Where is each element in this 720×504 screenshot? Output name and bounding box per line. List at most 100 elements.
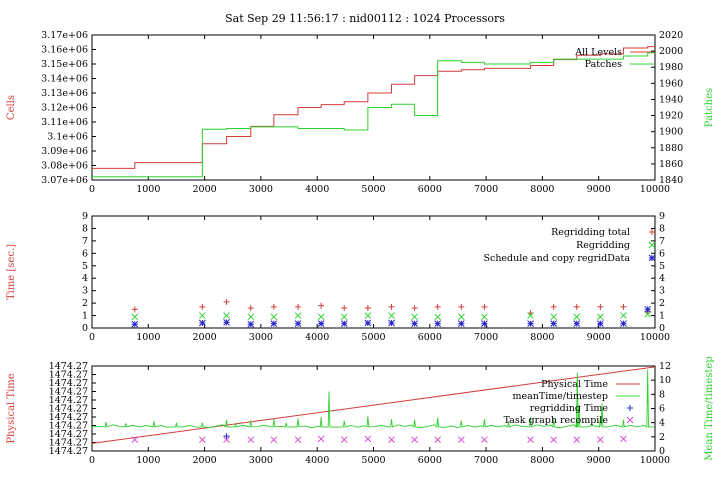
legend-label: Task graph recompile: [504, 415, 609, 426]
x-tick-label: 0: [89, 455, 95, 466]
chart-panel-2: 0 1000 2000 3000 4000 5000 6000 7000 8000 9000 100…: [6, 211, 670, 343]
data-point: [317, 320, 325, 327]
data-point: [270, 313, 278, 321]
data-point: [340, 320, 348, 327]
data-point: [573, 436, 581, 444]
data-point: [458, 303, 465, 310]
data-point: [388, 319, 395, 327]
y2-tick-label: 1880: [659, 143, 683, 154]
y2-tick-label: 0: [659, 446, 665, 457]
y-tick-label: 3.14e+06: [41, 74, 88, 85]
y2-tick-label: 10: [659, 375, 671, 386]
y2-tick-label: 4: [659, 418, 665, 429]
y-tick-label: 1474.27: [49, 395, 88, 406]
y2-tick-label: 12: [659, 361, 671, 372]
y2-tick-label: 0: [659, 323, 665, 334]
y2-axis-label: Patches: [704, 88, 715, 127]
y-tick-label: 1474.27: [49, 361, 88, 372]
data-point: [270, 436, 278, 444]
data-point: [527, 436, 534, 444]
x-tick-label: 3000: [249, 332, 273, 343]
y-tick-label: 6: [82, 248, 88, 259]
x-tick-label: 6000: [418, 455, 442, 466]
data-point: [199, 303, 206, 310]
y-tick-label: 1474.27: [49, 412, 88, 423]
data-point: [364, 435, 372, 443]
legend-marker: [649, 229, 655, 235]
legend-label: regridding Time: [530, 403, 609, 414]
y2-tick-label: 2000: [659, 46, 683, 57]
data-point: [550, 436, 558, 444]
chart-panels: 0 1000 2000 3000 4000 5000 6000 7000 8000 9000 100…: [6, 30, 715, 466]
x-tick-label: 9000: [587, 184, 611, 195]
y-tick-label: 8: [82, 223, 88, 234]
data-point: [247, 320, 255, 328]
data-point: [597, 436, 604, 444]
x-tick-label: 5000: [361, 455, 385, 466]
data-point: [223, 433, 230, 440]
y-tick-label: 1474.27: [49, 370, 88, 381]
y-tick-label: 3.1e+06: [47, 132, 88, 143]
x-tick-label: 1000: [136, 455, 160, 466]
data-point: [411, 305, 418, 312]
legend-marker: [648, 241, 656, 249]
x-tick-label: 3000: [249, 455, 273, 466]
data-point: [341, 305, 348, 312]
y2-tick-label: 6: [659, 404, 665, 415]
data-point: [620, 312, 627, 319]
data-point: [573, 313, 581, 321]
y2-tick-label: 5: [659, 261, 665, 272]
x-tick-label: 2000: [193, 455, 217, 466]
data-point: [550, 303, 557, 310]
y-axis-label: Cells: [6, 95, 17, 120]
y2-tick-label: 1900: [659, 127, 683, 138]
y2-tick-label: 2: [659, 432, 665, 443]
data-point: [198, 436, 206, 444]
x-tick-label: 2000: [193, 184, 217, 195]
data-point: [597, 303, 604, 310]
y2-tick-label: 2: [659, 298, 665, 309]
legend-label: meanTime/timestep: [512, 391, 608, 402]
data-point: [294, 436, 302, 444]
x-tick-label: 0: [89, 184, 95, 195]
x-tick-label: 0: [89, 332, 95, 343]
data-point: [527, 312, 534, 319]
data-point: [550, 320, 558, 327]
y2-tick-label: 8: [659, 389, 665, 400]
data-point: [644, 310, 652, 318]
legend-label: Schedule and copy regridData: [483, 253, 630, 264]
data-point: [270, 303, 277, 310]
y2-tick-label: 7: [659, 236, 665, 247]
x-tick-label: 5000: [361, 184, 385, 195]
y2-tick-label: 1: [659, 311, 665, 322]
data-point: [247, 305, 254, 312]
data-point: [434, 320, 442, 327]
y-tick-label: 3.17e+06: [41, 30, 88, 41]
y-tick-label: 1: [82, 311, 88, 322]
x-tick-label: 3000: [249, 184, 273, 195]
x-tick-label: 1000: [136, 184, 160, 195]
y2-tick-label: 1940: [659, 94, 683, 105]
x-tick-label: 4000: [305, 332, 329, 343]
legend-label: Patches: [585, 59, 623, 70]
y2-tick-label: 1840: [659, 175, 683, 186]
data-point: [388, 436, 395, 444]
x-tick-label: 7000: [474, 455, 498, 466]
y2-tick-label: 4: [659, 273, 665, 284]
data-point: [411, 436, 418, 444]
chart-panel-3: 0 1000 2000 3000 4000 5000 6000 7000 8000 9000 100…: [6, 356, 715, 466]
data-point: [434, 303, 441, 310]
y-tick-label: 3.11e+06: [41, 117, 88, 128]
x-tick-label: 6000: [418, 332, 442, 343]
figure-title: Sat Sep 29 11:56:17 : nid00112 : 1024 Pr…: [225, 12, 505, 25]
y2-tick-label: 6: [659, 248, 665, 259]
y-tick-label: 5: [82, 261, 88, 272]
data-point: [223, 319, 230, 326]
legend-marker: [627, 405, 633, 411]
y2-tick-label: 3: [659, 286, 665, 297]
y-tick-label: 1474.27: [49, 378, 88, 389]
data-point: [294, 312, 302, 319]
y-tick-label: 9: [82, 211, 88, 222]
data-point: [131, 313, 139, 321]
